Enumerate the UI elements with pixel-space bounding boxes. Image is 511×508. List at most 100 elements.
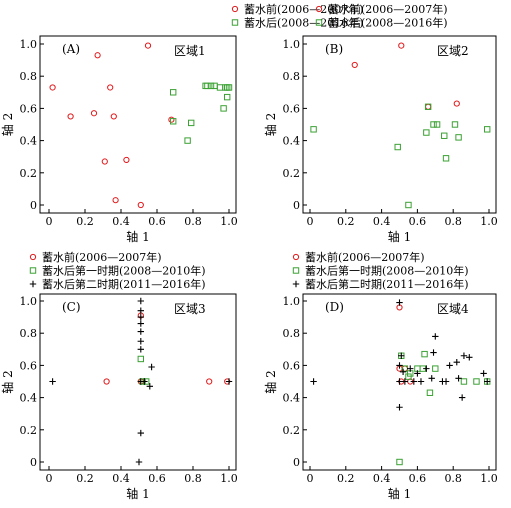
legend-label: 蓄水后第二时期(2011—2016年) — [42, 277, 206, 291]
x-tick-label: 0 — [46, 472, 53, 485]
y-tick-label: 0.8 — [283, 327, 301, 340]
data-point — [137, 320, 144, 327]
y-tick-label: 0.2 — [20, 424, 38, 437]
y-tick-label: 0.8 — [20, 327, 38, 340]
data-point — [137, 338, 144, 345]
plot-frame — [302, 35, 497, 214]
data-point — [433, 121, 441, 128]
data-point — [90, 110, 98, 117]
chart-panel: 蓄水前(2006—2007年)蓄水后第一时期(2008—2010年)蓄水后第二时… — [263, 250, 498, 501]
data-point — [399, 368, 407, 376]
data-point — [170, 118, 177, 125]
panel-label: (C) — [62, 300, 81, 314]
data-point — [407, 365, 414, 372]
data-point — [455, 375, 462, 382]
data-point — [398, 352, 405, 359]
legend-label: 蓄水后第一时期(2008—2010年) — [42, 264, 206, 278]
data-point — [49, 378, 56, 385]
x-tick-label: 0.8 — [184, 472, 202, 485]
x-tick-label: 1.0 — [220, 472, 238, 485]
data-point — [123, 156, 130, 164]
legend-label: 蓄水后(2008—2016年) — [244, 16, 364, 30]
data-series — [170, 82, 233, 144]
data-point — [432, 365, 439, 372]
data-point — [441, 132, 448, 139]
data-point — [446, 362, 453, 369]
data-point — [484, 378, 491, 385]
data-point — [141, 378, 148, 385]
y-tick-label: 0 — [30, 199, 37, 212]
data-point — [137, 307, 144, 314]
data-point — [94, 52, 101, 59]
data-point — [220, 105, 227, 112]
y-tick-label: 0.6 — [283, 102, 301, 115]
data-point — [135, 458, 143, 466]
legend-marker — [231, 5, 239, 13]
data-series — [49, 42, 175, 209]
data-point — [405, 201, 412, 209]
legend-marker — [29, 253, 37, 261]
data-point — [442, 378, 450, 385]
data-point — [224, 93, 231, 101]
plot-frame — [39, 35, 237, 214]
data-point — [204, 82, 211, 90]
data-point — [148, 363, 155, 371]
data-point — [49, 84, 56, 91]
x-tick-label: 1.0 — [220, 215, 238, 228]
data-point — [137, 297, 144, 305]
y-axis-label: 轴 2 — [263, 370, 278, 393]
legend-marker — [29, 280, 37, 288]
data-point — [421, 350, 428, 358]
data-point — [225, 378, 233, 385]
data-point — [224, 84, 231, 91]
x-tick-label: 0 — [46, 215, 53, 228]
data-point — [202, 82, 209, 90]
data-point — [396, 404, 403, 411]
data-point — [484, 126, 491, 133]
x-tick-label: 1.0 — [480, 215, 498, 228]
x-tick-label: 0.2 — [337, 215, 355, 228]
x-tick-label: 0 — [307, 215, 314, 228]
data-series — [310, 103, 491, 209]
region-label: 区域1 — [174, 44, 206, 58]
y-tick-label: 0.4 — [20, 392, 38, 405]
data-point — [396, 362, 403, 369]
data-point — [426, 389, 434, 396]
legend-label: 蓄水后(2008—2016年) — [328, 16, 448, 30]
x-tick-label: 1.0 — [480, 472, 498, 485]
region-label: 区域4 — [437, 302, 469, 316]
y-tick-label: 0.6 — [20, 359, 38, 372]
x-tick-label: 0.6 — [148, 215, 166, 228]
data-point — [211, 82, 218, 90]
data-point — [112, 197, 119, 204]
x-axis-label: 轴 1 — [388, 229, 411, 244]
x-tick-label: 0.8 — [444, 472, 462, 485]
y-tick-label: 0.4 — [283, 135, 301, 148]
x-tick-label: 0.6 — [409, 472, 427, 485]
data-point — [168, 116, 175, 123]
data-point — [398, 42, 405, 49]
legend-label: 蓄水前(2006—2007年) — [328, 2, 448, 16]
y-tick-label: 0.4 — [20, 135, 38, 148]
data-point — [453, 358, 460, 366]
region-label: 区域2 — [437, 44, 469, 58]
legend-label: 蓄水前(2006—2007年) — [42, 250, 162, 264]
data-point — [351, 61, 358, 69]
legend-marker — [292, 280, 300, 288]
data-point — [206, 378, 213, 385]
plot-frame — [39, 293, 237, 471]
legend-marker — [315, 5, 323, 13]
legend-label: 蓄水前(2006—2007年) — [305, 250, 425, 264]
data-point — [225, 84, 233, 91]
data-point — [310, 126, 317, 133]
legend-marker — [231, 19, 239, 26]
data-point — [110, 113, 117, 120]
data-point — [460, 378, 468, 385]
data-point — [424, 103, 432, 110]
x-tick-label: 0.8 — [444, 215, 462, 228]
x-tick-label: 0.6 — [148, 472, 166, 485]
data-point — [480, 370, 487, 377]
data-point — [394, 143, 401, 151]
data-series — [49, 297, 233, 466]
data-point — [401, 378, 409, 385]
